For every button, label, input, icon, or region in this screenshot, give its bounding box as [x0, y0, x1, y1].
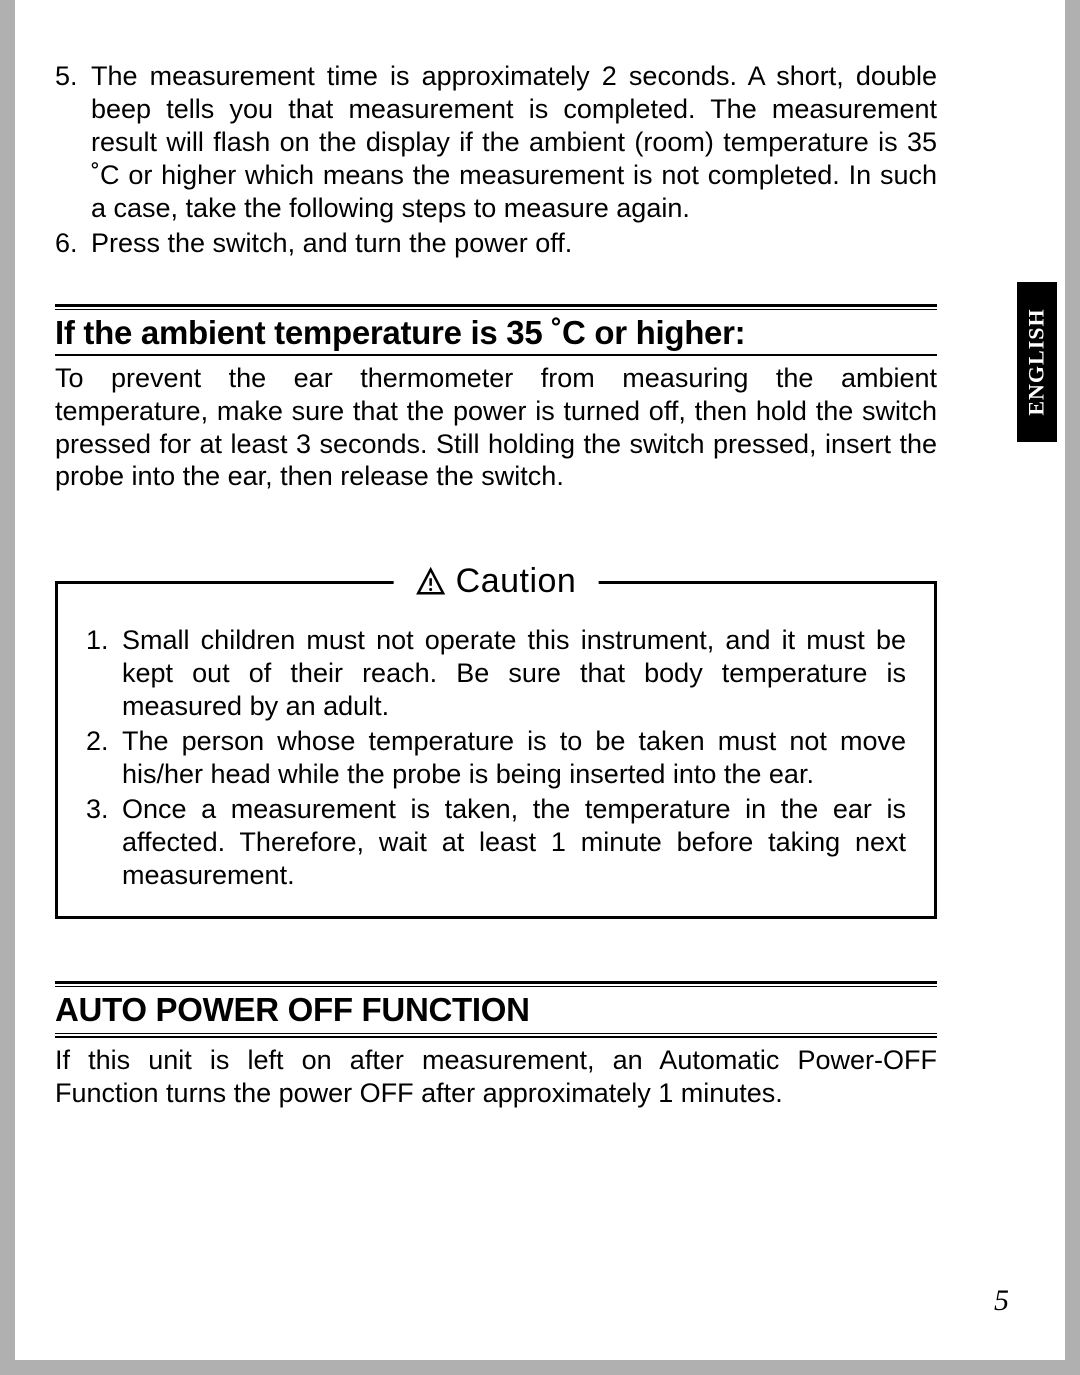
item-number: 5.: [55, 60, 78, 93]
language-tab: ENGLISH: [1017, 282, 1057, 442]
item-number: 3.: [86, 793, 109, 826]
heading-text: If the ambient temperature is 35 ˚C or h…: [55, 309, 937, 352]
caution-list: 1. Small children must not operate this …: [86, 624, 906, 892]
page-content: 5. The measurement time is approximately…: [55, 60, 937, 1110]
item-number: 6.: [55, 227, 78, 260]
item-number: 1.: [86, 624, 109, 657]
item-text: Small children must not operate this ins…: [122, 625, 906, 721]
instruction-list-continued: 5. The measurement time is approximately…: [55, 60, 937, 260]
section-body-autopower: If this unit is left on after measuremen…: [55, 1044, 937, 1110]
caution-section: Caution 1. Small children must not opera…: [55, 581, 937, 919]
caution-box: Caution 1. Small children must not opera…: [55, 581, 937, 919]
item-text: Once a measurement is taken, the tempera…: [122, 794, 906, 890]
section-body-ambient: To prevent the ear thermometer from meas…: [55, 362, 937, 494]
item-text: The measurement time is approximately 2 …: [91, 61, 937, 223]
heading-text: AUTO POWER OFF FUNCTION: [55, 986, 937, 1034]
section-heading-ambient: If the ambient temperature is 35 ˚C or h…: [55, 304, 937, 356]
manual-page: 5. The measurement time is approximately…: [15, 0, 1065, 1360]
language-label: ENGLISH: [1024, 308, 1050, 415]
warning-icon: [416, 567, 446, 597]
item-text: Press the switch, and turn the power off…: [91, 228, 572, 258]
list-item: 1. Small children must not operate this …: [86, 624, 906, 723]
page-number: 5: [994, 1284, 1009, 1318]
caution-title: Caution: [394, 562, 599, 601]
section-heading-autopower: AUTO POWER OFF FUNCTION: [55, 981, 937, 1038]
list-item: 5. The measurement time is approximately…: [55, 60, 937, 225]
item-number: 2.: [86, 725, 109, 758]
list-item: 6. Press the switch, and turn the power …: [55, 227, 937, 260]
list-item: 3. Once a measurement is taken, the temp…: [86, 793, 906, 892]
list-item: 2. The person whose temperature is to be…: [86, 725, 906, 791]
item-text: The person whose temperature is to be ta…: [122, 726, 906, 789]
caution-label: Caution: [456, 562, 577, 601]
